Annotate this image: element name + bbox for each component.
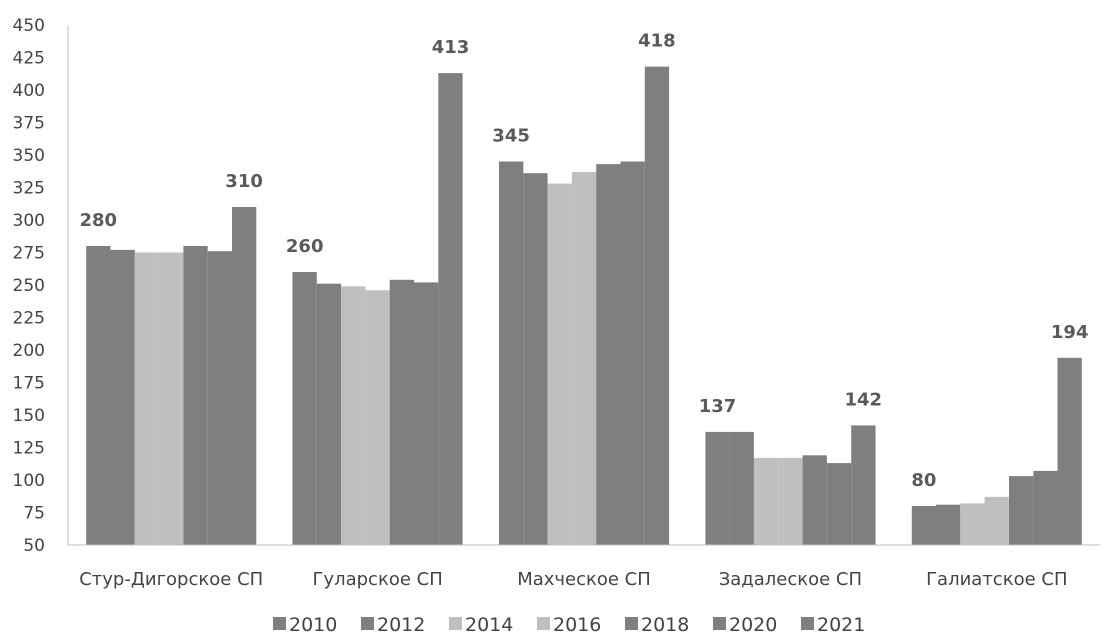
bar-2020-0 xyxy=(207,251,232,545)
y-tick-label: 125 xyxy=(13,439,45,459)
legend-label: 2010 xyxy=(289,614,337,636)
bar-2016-3 xyxy=(778,457,803,545)
bar-2020-3 xyxy=(826,463,852,545)
data-label: 137 xyxy=(699,396,737,417)
x-axis: Стур-Дигорское СП Гуларское СП Махческое С… xyxy=(68,544,1100,590)
legend-item-2016[interactable]: 2016 xyxy=(537,614,601,636)
legend-label: 2020 xyxy=(729,614,777,636)
data-label: 345 xyxy=(492,126,530,147)
legend-swatch xyxy=(713,617,726,630)
y-tick-label: 150 xyxy=(13,406,45,426)
category-label: Задалеское СП xyxy=(719,569,862,590)
category-label: Галиатское СП xyxy=(926,569,1067,590)
data-label: 310 xyxy=(225,171,263,192)
data-label: 418 xyxy=(638,31,676,52)
bar-2018-1 xyxy=(389,279,414,545)
bar-2012-1 xyxy=(316,283,342,545)
y-tick-label: 450 xyxy=(13,16,45,36)
y-tick-label: 400 xyxy=(13,81,45,101)
legend-swatch xyxy=(273,617,286,630)
bar-2014-3 xyxy=(754,457,779,545)
bar-2012-3 xyxy=(729,431,754,545)
data-label: 80 xyxy=(911,470,936,491)
bar-2021-4 xyxy=(1057,357,1082,545)
bar-2020-2 xyxy=(620,161,645,545)
y-tick-label: 425 xyxy=(13,49,45,69)
bar-2014-0 xyxy=(134,252,160,545)
bar-2016-4 xyxy=(984,496,1009,545)
y-tick-label: 350 xyxy=(13,146,45,166)
legend-swatch xyxy=(361,617,374,630)
bar-2021-3 xyxy=(851,425,876,545)
y-tick-label: 225 xyxy=(13,309,45,329)
bar-2010-0 xyxy=(86,246,111,545)
bar-2010-1 xyxy=(292,272,317,545)
bar-2018-2 xyxy=(596,164,621,545)
y-tick-label: 100 xyxy=(13,471,45,491)
y-tick-label: 250 xyxy=(13,276,45,296)
legend-swatch xyxy=(625,617,638,630)
y-tick-label: 50 xyxy=(23,536,45,556)
category-label: Стур-Дигорское СП xyxy=(79,569,263,590)
data-label: 142 xyxy=(845,389,883,410)
legend-label: 2016 xyxy=(553,614,601,636)
y-tick-label: 375 xyxy=(13,114,45,134)
bar-2018-3 xyxy=(802,455,827,545)
y-tick-label: 300 xyxy=(13,211,45,231)
y-tick-label: 325 xyxy=(13,179,45,199)
bar-2012-0 xyxy=(110,249,135,545)
data-label: 413 xyxy=(432,37,470,58)
data-label: 194 xyxy=(1051,322,1089,343)
legend-swatch xyxy=(449,617,462,630)
legend-item-2014[interactable]: 2014 xyxy=(449,614,513,636)
bar-2014-1 xyxy=(341,286,366,545)
legend-item-2021[interactable]: 2021 xyxy=(801,614,865,636)
data-label: 260 xyxy=(286,236,324,257)
y-tick-label: 200 xyxy=(13,341,45,361)
bar-2014-2 xyxy=(547,183,572,545)
bar-2010-3 xyxy=(705,431,730,545)
bar-2016-1 xyxy=(365,290,390,545)
bar-2020-4 xyxy=(1033,470,1058,545)
bar-2018-0 xyxy=(183,246,208,545)
legend-label: 2018 xyxy=(641,614,689,636)
legend[interactable]: 2010 2012 2014 2016 2018 2020 2021 xyxy=(273,614,865,636)
legend-item-2020[interactable]: 2020 xyxy=(713,614,777,636)
bar-2021-2 xyxy=(644,66,670,545)
legend-swatch xyxy=(537,617,550,630)
bar-2012-2 xyxy=(523,173,548,545)
bar-2020-1 xyxy=(414,282,439,545)
legend-label: 2021 xyxy=(817,614,865,636)
bars xyxy=(86,66,1082,545)
bar-2018-4 xyxy=(1009,476,1034,545)
y-tick-label: 75 xyxy=(23,504,45,524)
bar-2012-4 xyxy=(936,504,961,545)
y-tick-label: 275 xyxy=(13,244,45,264)
bar-2010-2 xyxy=(499,161,524,545)
legend-item-2010[interactable]: 2010 xyxy=(273,614,337,636)
legend-label: 2012 xyxy=(377,614,425,636)
category-label: Гуларское СП xyxy=(312,569,442,590)
legend-swatch xyxy=(801,617,814,630)
category-label: Махческое СП xyxy=(517,569,651,590)
legend-item-2012[interactable]: 2012 xyxy=(361,614,425,636)
bar-2016-2 xyxy=(571,171,597,545)
bar-2021-1 xyxy=(438,73,463,545)
bar-2010-4 xyxy=(911,506,937,545)
y-tick-label: 175 xyxy=(13,374,45,394)
bar-2021-0 xyxy=(232,207,257,545)
data-label: 280 xyxy=(80,210,118,231)
data-labels: 280 310 260 413 345 418 137 142 80 194 xyxy=(80,31,1089,491)
y-axis: 50 75 100 125 150 175 200 225 250 275 300 325 350 375… xyxy=(13,16,69,556)
bar-2016-0 xyxy=(159,252,184,545)
bar-2014-4 xyxy=(960,503,985,545)
legend-label: 2014 xyxy=(465,614,513,636)
legend-item-2018[interactable]: 2018 xyxy=(625,614,689,636)
